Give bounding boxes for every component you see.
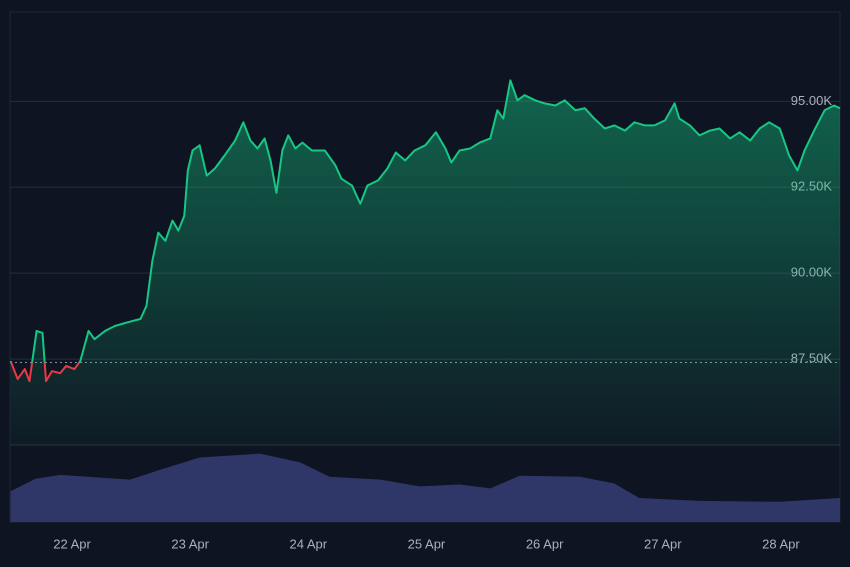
x-tick-label: 23 Apr <box>171 536 209 551</box>
x-tick-label: 22 Apr <box>53 536 91 551</box>
price-line <box>9 79 841 383</box>
x-tick-label: 26 Apr <box>526 536 564 551</box>
x-tick-label: 28 Apr <box>762 536 800 551</box>
y-tick-label: 95.00K <box>791 93 833 108</box>
price-area <box>10 80 840 445</box>
x-tick-label: 25 Apr <box>408 536 446 551</box>
x-tick-label: 24 Apr <box>290 536 328 551</box>
volume-area <box>10 453 840 522</box>
x-tick-label: 27 Apr <box>644 536 682 551</box>
